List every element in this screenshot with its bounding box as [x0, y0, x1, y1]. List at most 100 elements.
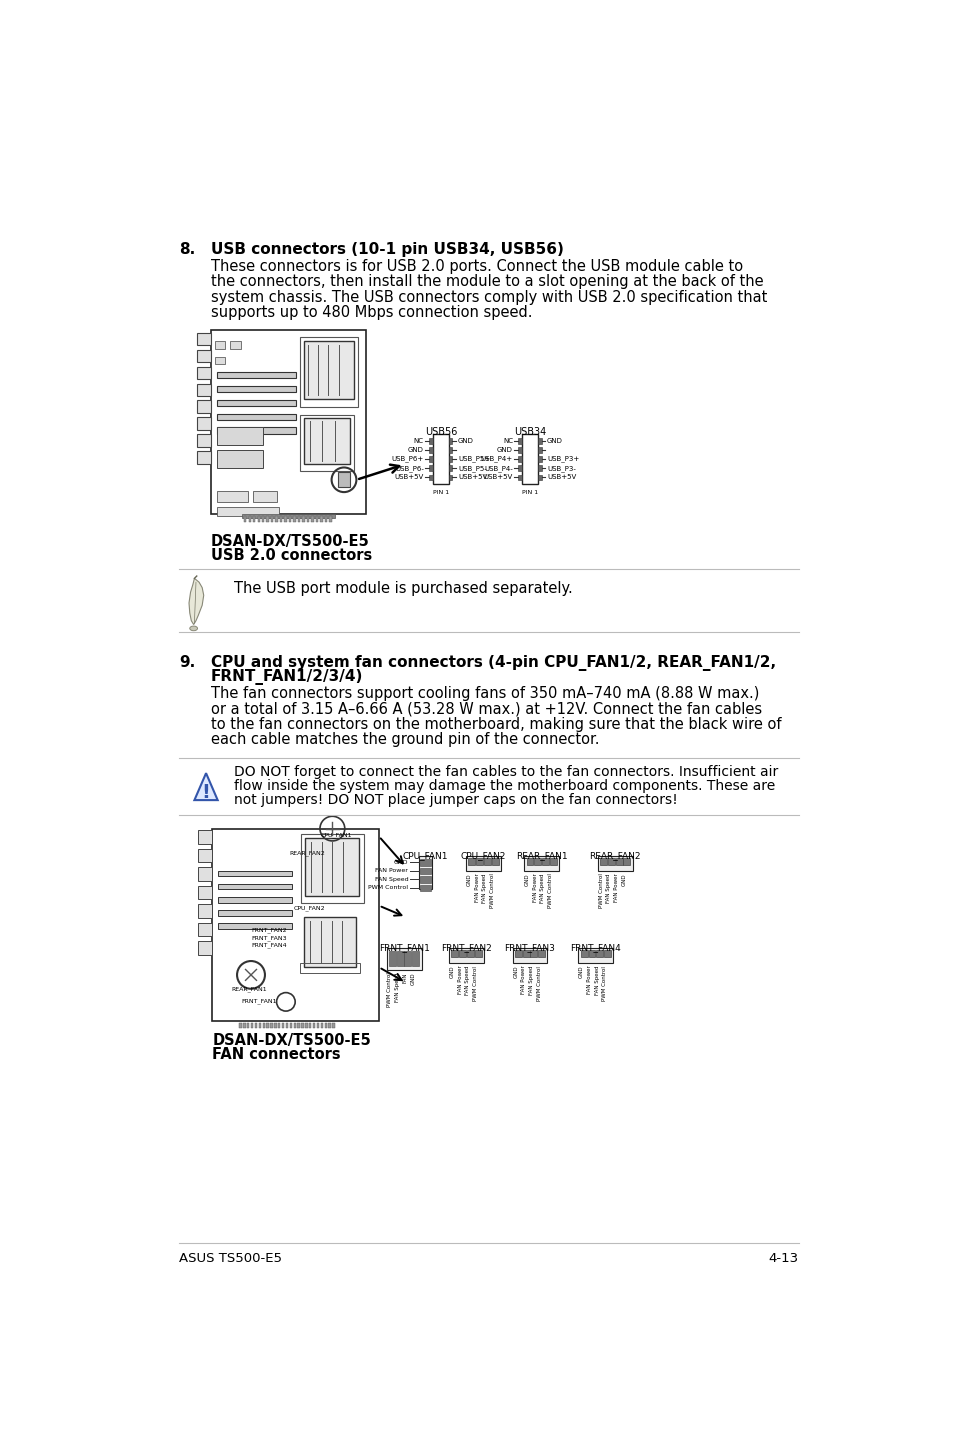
Bar — [599, 858, 606, 864]
Text: FAN Speed: FAN Speed — [540, 873, 545, 903]
Bar — [258, 1022, 261, 1028]
Bar — [297, 1022, 299, 1028]
Bar — [596, 951, 602, 958]
Text: FAN Power: FAN Power — [475, 873, 479, 902]
Text: USB_P6-: USB_P6- — [395, 464, 423, 472]
Bar — [320, 516, 322, 522]
Bar — [294, 516, 295, 522]
Bar — [324, 1022, 327, 1028]
Bar — [404, 951, 411, 966]
Bar — [534, 858, 540, 864]
Text: The USB port module is purchased separately.: The USB port module is purchased separat… — [233, 581, 572, 597]
Bar — [196, 400, 211, 413]
Bar — [517, 475, 521, 480]
Text: PWM Control: PWM Control — [490, 873, 495, 909]
Bar — [216, 427, 295, 434]
Bar — [303, 418, 350, 464]
Bar — [325, 516, 327, 522]
Text: FAN Speed: FAN Speed — [594, 966, 599, 995]
Bar — [530, 951, 537, 958]
Bar — [537, 439, 541, 443]
Text: The fan connectors support cooling fans of 350 mA–740 mA (8.88 W max.): The fan connectors support cooling fans … — [211, 686, 759, 702]
Bar — [247, 1022, 249, 1028]
Bar — [262, 1022, 265, 1028]
Text: USB+5V: USB+5V — [395, 475, 423, 480]
Text: USB_P5-: USB_P5- — [457, 464, 486, 472]
Bar — [419, 876, 431, 883]
Text: USB+5V: USB+5V — [457, 475, 487, 480]
Bar — [429, 466, 433, 470]
Bar — [433, 434, 448, 483]
Text: FRNT_FAN3: FRNT_FAN3 — [504, 943, 555, 952]
Bar — [412, 951, 418, 966]
Bar — [537, 447, 541, 453]
Bar — [214, 341, 225, 349]
Text: FAN Power: FAN Power — [520, 966, 525, 995]
Text: PIN 1: PIN 1 — [521, 490, 537, 495]
Text: USB_P4-: USB_P4- — [484, 464, 513, 472]
Bar — [522, 951, 529, 958]
Bar — [290, 1022, 292, 1028]
Bar — [243, 1022, 245, 1028]
Bar — [218, 871, 292, 876]
Bar — [387, 948, 421, 969]
Bar — [329, 516, 332, 522]
Bar — [419, 884, 431, 892]
Bar — [537, 951, 544, 958]
Text: GND: GND — [524, 873, 530, 886]
Text: FRNT_FAN1/2/3/4): FRNT_FAN1/2/3/4) — [211, 669, 363, 686]
Text: USB_P3-: USB_P3- — [546, 464, 576, 472]
Bar — [521, 434, 537, 483]
Bar — [196, 367, 211, 380]
Bar — [271, 516, 273, 522]
Text: GND: GND — [621, 873, 626, 886]
Text: the connectors, then install the module to a slot opening at the back of the: the connectors, then install the module … — [211, 275, 762, 289]
Bar — [284, 516, 287, 522]
Text: GND: GND — [497, 447, 513, 453]
Bar — [607, 858, 615, 864]
Text: PWM Control: PWM Control — [473, 966, 477, 1001]
Text: FAN Speed: FAN Speed — [395, 972, 399, 1002]
Polygon shape — [189, 578, 204, 624]
Bar — [307, 516, 309, 522]
Text: REAR_FAN2: REAR_FAN2 — [290, 850, 325, 856]
Bar — [275, 516, 277, 522]
Text: FAN: FAN — [402, 972, 408, 984]
Text: NC: NC — [502, 437, 513, 444]
Bar — [598, 856, 632, 871]
Text: FRNT_FAN1: FRNT_FAN1 — [378, 943, 430, 952]
Bar — [615, 858, 622, 864]
Text: CPU_FAN1: CPU_FAN1 — [320, 833, 352, 838]
Text: USB_P5+: USB_P5+ — [457, 456, 490, 463]
Bar — [196, 332, 211, 345]
Text: FAN connectors: FAN connectors — [212, 1047, 340, 1061]
Bar — [198, 923, 212, 936]
Polygon shape — [194, 774, 217, 800]
Bar — [266, 516, 269, 522]
Bar — [466, 856, 500, 871]
Text: FAN Power: FAN Power — [375, 869, 408, 873]
Text: 9.: 9. — [179, 656, 195, 670]
Bar — [303, 917, 356, 968]
Text: PWM Control: PWM Control — [598, 873, 603, 909]
Text: GND: GND — [457, 437, 474, 444]
Text: GND: GND — [513, 966, 517, 978]
Bar — [512, 948, 547, 963]
Bar — [286, 1022, 288, 1028]
Bar — [302, 516, 304, 522]
Bar — [254, 1022, 257, 1028]
Bar — [429, 456, 433, 462]
Bar — [216, 372, 295, 378]
Bar — [299, 338, 357, 407]
Bar — [451, 951, 457, 958]
Bar — [270, 1022, 273, 1028]
Text: DO NOT forget to connect the fan cables to the fan connectors. Insufficient air: DO NOT forget to connect the fan cables … — [233, 765, 778, 779]
Bar — [448, 456, 452, 462]
Bar — [309, 1022, 311, 1028]
Text: FAN Speed: FAN Speed — [375, 877, 408, 881]
Text: REAR_FAN2: REAR_FAN2 — [589, 851, 640, 860]
Bar — [316, 1022, 319, 1028]
Bar — [526, 858, 533, 864]
Bar — [320, 1022, 323, 1028]
Text: These connectors is for USB 2.0 ports. Connect the USB module cable to: These connectors is for USB 2.0 ports. C… — [211, 259, 742, 273]
